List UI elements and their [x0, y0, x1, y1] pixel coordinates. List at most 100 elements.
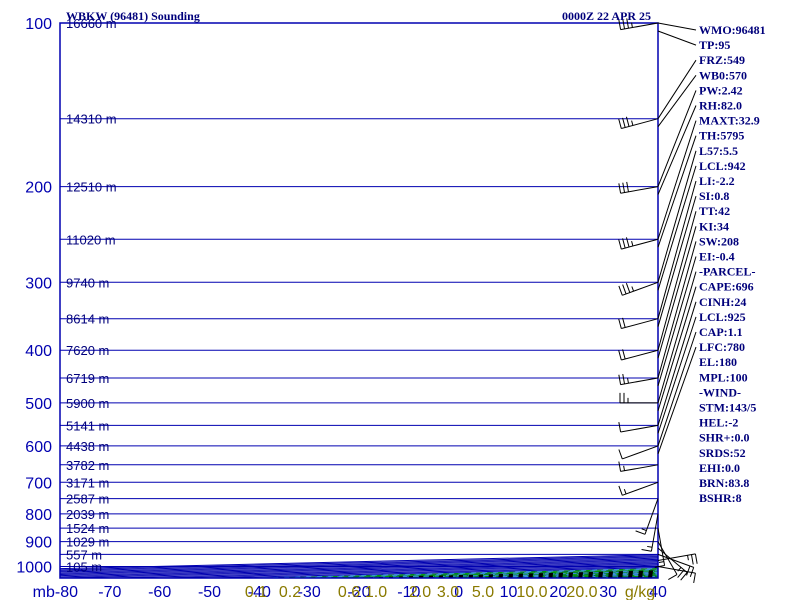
wind-barb	[657, 553, 695, 577]
index-line: SW:208	[699, 234, 739, 248]
moist-adiabat-line	[458, 572, 658, 578]
temperature-tick-label: -30	[298, 584, 321, 600]
index-line: MPL:100	[699, 370, 748, 384]
temperature-tick-label: 20	[549, 584, 567, 600]
index-line: EI:-0.4	[699, 250, 735, 264]
sounding-time: 0000Z 22 APR 25	[562, 9, 651, 23]
index-line: TT:42	[699, 204, 730, 218]
isotherm-line	[458, 572, 658, 578]
index-connector	[657, 165, 697, 291]
temperature-tick-label: -50	[198, 584, 221, 600]
dry-adiabat-line	[781, 23, 800, 578]
height-label: 557 m	[66, 547, 102, 562]
index-connector	[657, 286, 697, 412]
pressure-tick-label: 800	[25, 507, 52, 524]
index-connector	[657, 256, 697, 387]
index-line: PW:2.42	[699, 83, 743, 97]
mixing-ratio-label: 10.0	[516, 584, 547, 600]
height-label: 12510 m	[66, 180, 117, 195]
temperature-tick-label: -60	[148, 584, 171, 600]
index-line: L57:5.5	[699, 144, 738, 158]
pressure-tick-label: 100	[25, 16, 52, 33]
height-label: 3782 m	[66, 458, 109, 473]
wind-barb	[618, 461, 659, 472]
index-line: TH:5795	[699, 129, 744, 143]
index-line: CAP:1.1	[699, 325, 743, 339]
index-line: -WIND-	[699, 385, 741, 399]
wind-barb	[635, 498, 659, 535]
station-title: WBKW (96481) Sounding	[66, 9, 200, 23]
index-connector	[657, 120, 697, 240]
index-connector	[657, 241, 697, 379]
pressure-tick-label: 600	[25, 439, 52, 456]
index-connector	[657, 226, 697, 359]
moist-adiabat-line	[498, 573, 658, 578]
height-label: 9740 m	[66, 275, 109, 290]
wind-barb	[618, 18, 659, 31]
height-label: 8614 m	[66, 312, 109, 327]
isotherm-line	[508, 574, 658, 578]
wind-barb	[618, 349, 659, 361]
index-connector	[657, 346, 697, 455]
mixing-ratio-label: 1.0	[365, 584, 387, 600]
index-connector	[657, 150, 697, 283]
height-label: 2587 m	[66, 492, 109, 507]
temperature-tick-label: 10	[500, 584, 518, 600]
wind-barb	[657, 553, 698, 565]
height-label: 16660 m	[66, 16, 117, 31]
wind-barb	[618, 481, 659, 496]
index-line: CINH:24	[699, 295, 746, 309]
mixing-ratio-label: 5.0	[472, 584, 494, 600]
wind-barbs	[618, 18, 698, 584]
wind-barb	[619, 392, 658, 404]
wind-barb	[618, 237, 659, 250]
index-line: KI:34	[699, 219, 729, 233]
index-line: SI:0.8	[699, 189, 729, 203]
pressure-tick-label: 700	[25, 475, 52, 492]
mixing-ratio-label: 2.0	[409, 584, 431, 600]
index-connector	[657, 90, 697, 187]
index-connector	[657, 75, 697, 128]
index-line: EHI:0.0	[699, 461, 740, 475]
wind-barb	[618, 116, 659, 130]
index-line: WB0:570	[699, 68, 747, 82]
mixing-ratio-label: 3.0	[437, 584, 459, 600]
index-connector	[657, 316, 697, 434]
index-line: WMO:96481	[699, 23, 766, 37]
height-label: 3171 m	[66, 475, 109, 490]
temperature-tick-label: 0	[454, 584, 463, 600]
isotherm-line	[60, 563, 658, 578]
wind-barb	[618, 181, 659, 194]
height-label: 11020 m	[66, 232, 116, 247]
mixing-ratio-label: 0.1	[245, 584, 267, 600]
index-line: -PARCEL-	[699, 265, 755, 279]
wind-barb	[654, 528, 666, 568]
temperature-tick-label: -20	[347, 584, 370, 600]
height-label: 4438 m	[66, 439, 109, 454]
dry-adiabat-line	[477, 573, 658, 578]
index-line: LFC:780	[699, 340, 745, 354]
index-line: SHR+:0.0	[699, 431, 750, 445]
wind-barb	[618, 445, 659, 460]
mixing-ratio-label: 0.6	[338, 584, 360, 600]
wind-barb	[618, 373, 659, 386]
index-line: LCL:942	[699, 159, 746, 173]
index-line: LCL:925	[699, 310, 746, 324]
temperature-tick-label: -70	[98, 584, 121, 600]
index-line: RH:82.0	[699, 99, 742, 113]
index-connector	[657, 271, 697, 404]
index-line: MAXT:32.9	[699, 114, 760, 128]
index-line: TP:95	[699, 38, 730, 52]
wind-barb	[618, 317, 659, 330]
dry-adiabat-line	[528, 574, 658, 578]
pressure-tick-label: 500	[25, 396, 52, 413]
wind-barb	[657, 547, 688, 581]
height-label: 1029 m	[66, 535, 109, 550]
temperature-tick-label: 40	[649, 584, 667, 600]
wind-barb	[657, 565, 696, 584]
index-line: BSHR:8	[699, 491, 742, 505]
height-label: 5900 m	[66, 396, 109, 411]
